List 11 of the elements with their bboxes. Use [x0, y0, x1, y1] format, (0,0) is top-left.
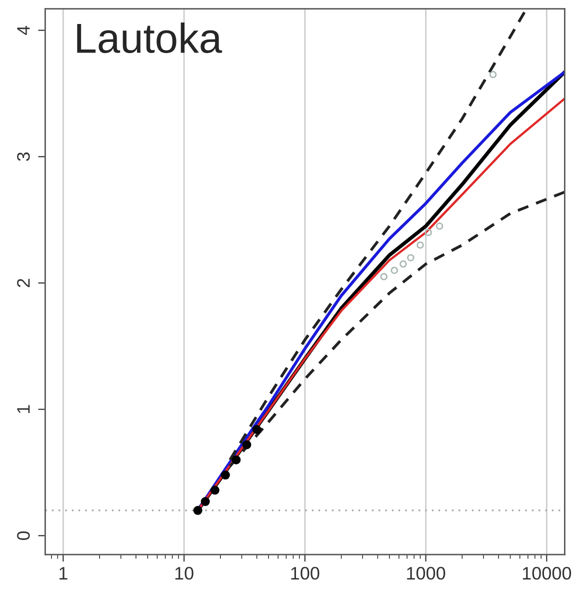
chart-title: Lautoka	[77, 22, 222, 54]
y-tick-label: 1	[17, 405, 30, 413]
y-tick-label: 2	[17, 278, 30, 288]
x-tick-label: 10	[175, 566, 194, 580]
x-tick-label: 1000	[407, 566, 446, 580]
x-tick-label: 1	[60, 567, 68, 580]
x-tick-label: 10000	[522, 566, 572, 580]
y-tick-label: 0	[17, 531, 30, 540]
y-tick-label: 3	[17, 152, 30, 161]
y-tick-label: 4	[17, 26, 30, 35]
x-tick-label: 100	[291, 566, 320, 580]
